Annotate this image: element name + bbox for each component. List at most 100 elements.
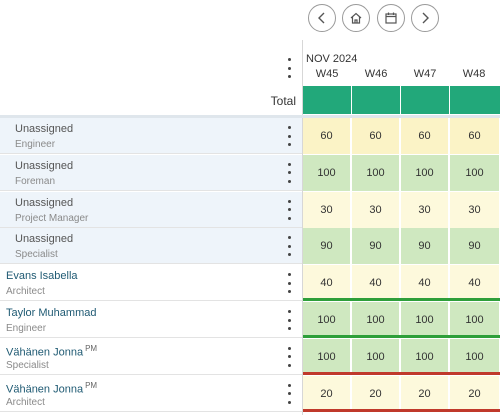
resource-row: Vähänen Jonna PM Specialist 100 100 100 100	[0, 338, 500, 375]
total-cell	[401, 86, 449, 114]
allocation-cell[interactable]: 20	[401, 375, 449, 412]
allocation-cell[interactable]: 100	[303, 338, 351, 375]
chevron-right-icon	[422, 12, 429, 24]
column-divider	[302, 40, 303, 415]
capacity-status-bar	[303, 408, 500, 412]
resource-row: Unassigned Foreman 100 100 100 100	[0, 154, 500, 191]
allocation-cell[interactable]: 90	[303, 228, 351, 265]
allocation-cell[interactable]: 100	[303, 302, 351, 338]
resource-role: Engineer	[15, 139, 56, 150]
pm-badge: PM	[85, 380, 98, 390]
allocation-cell[interactable]: 100	[401, 302, 449, 338]
resource-role: Architect	[6, 396, 45, 408]
resource-name: Unassigned	[15, 197, 73, 209]
allocation-cell[interactable]: 100	[450, 154, 500, 191]
allocation-cell[interactable]: 100	[303, 154, 351, 191]
resource-name-text: Vähänen Jonna	[6, 346, 84, 359]
allocation-cell[interactable]: 60	[401, 118, 449, 154]
resource-info[interactable]: Unassigned Foreman	[0, 154, 302, 191]
resource-row: Vähänen Jonna PM Architect 20 20 20 20	[0, 375, 500, 412]
allocation-cell[interactable]: 20	[450, 375, 500, 412]
allocation-cell[interactable]: 100	[450, 302, 500, 338]
row-menu-icon[interactable]	[284, 236, 294, 257]
grid-header-left: Total	[0, 40, 302, 116]
week-header: W45	[315, 68, 339, 80]
resource-role: Engineer	[6, 323, 47, 334]
allocation-cell[interactable]: 30	[450, 191, 500, 228]
resource-info[interactable]: Vähänen Jonna PM Architect	[0, 376, 302, 412]
allocation-cell[interactable]: 40	[450, 265, 500, 302]
header-separator	[0, 115, 500, 118]
allocation-cell[interactable]: 100	[352, 338, 400, 375]
resource-name: Evans Isabella	[6, 270, 78, 282]
resource-info[interactable]: Evans Isabella Architect	[0, 265, 302, 302]
resource-name-text: Unassigned	[15, 233, 74, 246]
allocation-cell[interactable]: 100	[352, 302, 400, 338]
resource-info[interactable]: Taylor Muhammad Engineer	[0, 302, 302, 338]
resource-name: Unassigned	[15, 233, 73, 245]
allocation-cell[interactable]: 60	[450, 118, 500, 154]
resource-row: Unassigned Engineer 60 60 60 60	[0, 118, 500, 154]
resource-row: Evans Isabella Architect 40 40 40 40	[0, 265, 500, 302]
allocation-cell[interactable]: 40	[401, 265, 449, 302]
resource-row: Taylor Muhammad Engineer 100 100 100 100	[0, 302, 500, 338]
resource-info[interactable]: Unassigned Project Manager	[0, 191, 302, 228]
resource-name: Unassigned	[15, 123, 73, 135]
total-label: Total	[270, 94, 296, 108]
header-menu-icon[interactable]	[284, 58, 294, 78]
allocation-cell[interactable]: 30	[303, 191, 351, 228]
row-menu-icon[interactable]	[284, 162, 294, 183]
allocation-cell[interactable]: 30	[401, 191, 449, 228]
allocation-cell[interactable]: 20	[352, 375, 400, 412]
resource-info[interactable]: Vähänen Jonna PM Specialist	[0, 339, 302, 375]
resource-name-text: Vähänen Jonna	[6, 383, 84, 396]
calendar-button[interactable]	[377, 4, 405, 32]
allocation-cell[interactable]: 20	[303, 375, 351, 412]
resource-role: Foreman	[15, 175, 56, 187]
allocation-cell[interactable]: 60	[352, 118, 400, 154]
week-header: W47	[413, 68, 437, 80]
allocation-cell[interactable]: 60	[303, 118, 351, 154]
resource-role: Architect	[6, 286, 45, 298]
allocation-cell[interactable]: 100	[401, 154, 449, 191]
row-menu-icon[interactable]	[284, 383, 294, 404]
resource-role: Specialist	[6, 359, 49, 371]
calendar-icon	[385, 12, 397, 24]
week-header: W46	[364, 68, 388, 80]
resource-role: Specialist	[15, 249, 58, 261]
capacity-status-bar	[303, 335, 500, 338]
capacity-status-bar	[303, 371, 500, 375]
allocation-cell[interactable]: 100	[450, 338, 500, 375]
resource-name: Vähänen Jonna PM	[6, 381, 97, 396]
allocation-cell[interactable]: 40	[303, 265, 351, 302]
allocation-cell[interactable]: 90	[352, 228, 400, 265]
pm-badge: PM	[85, 343, 98, 353]
allocation-cell[interactable]: 90	[401, 228, 449, 265]
resource-name-text: Unassigned	[15, 196, 74, 209]
previous-button[interactable]	[308, 4, 336, 32]
resource-name-text: Unassigned	[15, 123, 74, 135]
total-cell	[303, 86, 351, 114]
resource-row: Unassigned Specialist 90 90 90 90	[0, 228, 500, 265]
resource-name-text: Taylor Muhammad	[6, 307, 97, 319]
month-label: NOV 2024	[306, 53, 358, 65]
row-menu-icon[interactable]	[284, 126, 294, 146]
allocation-cell[interactable]: 100	[352, 154, 400, 191]
row-menu-icon[interactable]	[284, 310, 294, 330]
home-button[interactable]	[342, 4, 370, 32]
allocation-cell[interactable]: 100	[401, 338, 449, 375]
allocation-cell[interactable]: 30	[352, 191, 400, 228]
allocation-cell[interactable]: 90	[450, 228, 500, 265]
resource-name: Vähänen Jonna PM	[6, 344, 97, 359]
row-menu-icon[interactable]	[284, 346, 294, 367]
allocation-cell[interactable]: 40	[352, 265, 400, 302]
total-cell	[450, 86, 500, 114]
resource-role: Project Manager	[15, 212, 89, 224]
resource-info[interactable]: Unassigned Specialist	[0, 228, 302, 265]
resource-name: Taylor Muhammad	[6, 307, 96, 319]
resource-row: Unassigned Project Manager 30 30 30 30	[0, 191, 500, 228]
row-menu-icon[interactable]	[284, 273, 294, 294]
row-menu-icon[interactable]	[284, 199, 294, 220]
resource-info[interactable]: Unassigned Engineer	[0, 118, 302, 154]
next-button[interactable]	[411, 4, 439, 32]
